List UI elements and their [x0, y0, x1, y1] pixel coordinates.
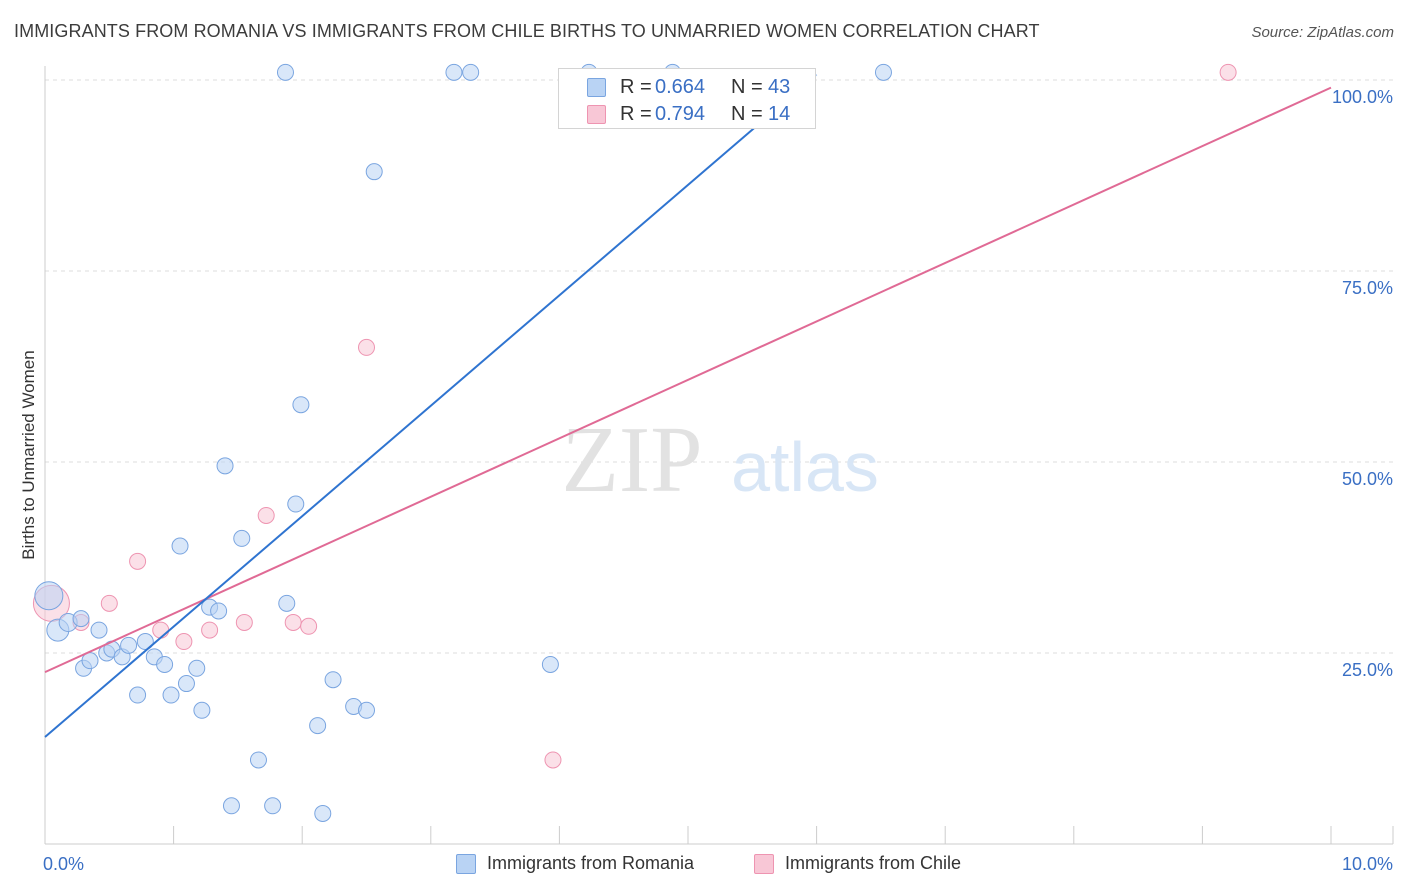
- chart-title: IMMIGRANTS FROM ROMANIA VS IMMIGRANTS FR…: [14, 21, 1040, 41]
- data-point-romania: [162, 686, 180, 704]
- trend-line-chile: [44, 86, 1332, 674]
- y-tick-label: 75.0%: [1342, 278, 1393, 298]
- data-point-chile: [129, 552, 147, 570]
- r-label: R =: [620, 103, 652, 125]
- romania-swatch: [587, 78, 606, 97]
- data-point-romania: [324, 671, 342, 689]
- data-point-romania: [309, 717, 327, 735]
- y-tick-label: 25.0%: [1342, 660, 1393, 680]
- chile-swatch: [587, 105, 606, 124]
- y-axis-label: Births to Unmarried Women: [19, 350, 38, 560]
- trend-lines: [44, 73, 1332, 738]
- legend-label-chile: Immigrants from Chile: [785, 853, 962, 873]
- data-point-romania: [216, 457, 234, 475]
- data-point-romania: [72, 610, 90, 628]
- watermark: ZIP atlas: [562, 408, 879, 512]
- data-point-romania: [264, 797, 282, 815]
- n-label: N =: [731, 103, 763, 125]
- n-label: N =: [731, 76, 763, 98]
- data-point-romania: [188, 659, 206, 677]
- chile-swatch: [754, 854, 774, 874]
- data-point-chile: [201, 621, 219, 639]
- data-point-chile: [152, 621, 170, 639]
- data-point-romania: [222, 797, 240, 815]
- data-point-chile: [300, 617, 318, 635]
- data-point-romania: [120, 636, 138, 654]
- r-value: 0.794: [655, 103, 706, 125]
- n-value: 14: [768, 103, 791, 125]
- x-tick-label: 10.0%: [1342, 854, 1393, 874]
- data-point-chile: [544, 751, 562, 769]
- stats-legend: R = 0.664 N = 43 R = 0.794 N = 14: [558, 68, 816, 129]
- r-value: 0.664: [655, 76, 706, 98]
- data-point-romania: [314, 804, 332, 822]
- source-label: Source: ZipAtlas.com: [1251, 24, 1394, 41]
- data-point-chile: [358, 338, 375, 356]
- data-point-romania: [365, 163, 383, 181]
- series-romania: [34, 63, 892, 822]
- trend-line-romania: [44, 79, 811, 738]
- x-tick-label: 0.0%: [43, 854, 84, 874]
- data-point-romania: [156, 655, 174, 673]
- data-point-romania: [292, 396, 310, 414]
- data-point-chile: [235, 613, 253, 631]
- data-point-romania: [278, 594, 296, 612]
- romania-swatch: [456, 854, 476, 874]
- data-point-romania: [129, 686, 147, 704]
- legend-label-romania: Immigrants from Romania: [487, 853, 695, 873]
- data-point-romania: [210, 602, 228, 620]
- data-point-chile: [1219, 63, 1237, 81]
- watermark-atlas: atlas: [731, 428, 879, 506]
- data-point-chile: [175, 633, 193, 651]
- data-point-romania: [287, 495, 305, 513]
- axes: [44, 66, 1394, 845]
- tick-labels: 25.0% 50.0% 75.0% 100.0% 0.0% 10.0%: [43, 87, 1393, 874]
- data-point-romania: [874, 63, 892, 81]
- data-point-chile: [100, 594, 118, 612]
- data-point-romania: [249, 751, 267, 769]
- data-point-romania: [171, 537, 189, 555]
- data-point-romania: [90, 621, 108, 639]
- y-tick-label: 100.0%: [1332, 87, 1393, 107]
- data-point-romania: [462, 63, 480, 81]
- data-point-romania: [358, 701, 375, 719]
- data-point-romania: [34, 581, 64, 611]
- data-point-romania: [177, 675, 195, 693]
- data-point-chile: [284, 613, 302, 631]
- data-point-romania: [136, 633, 154, 651]
- data-point-romania: [193, 701, 211, 719]
- watermark-zip: ZIP: [562, 408, 703, 512]
- data-point-romania: [233, 529, 251, 547]
- data-point-chile: [257, 506, 275, 524]
- data-point-romania: [541, 655, 559, 673]
- data-point-romania: [276, 63, 294, 81]
- data-point-romania: [445, 63, 463, 81]
- n-value: 43: [768, 76, 791, 98]
- y-tick-label: 50.0%: [1342, 469, 1393, 489]
- grid: [45, 79, 1393, 654]
- r-label: R =: [620, 76, 652, 98]
- series-legend: Immigrants from Romania Immigrants from …: [0, 852, 1406, 878]
